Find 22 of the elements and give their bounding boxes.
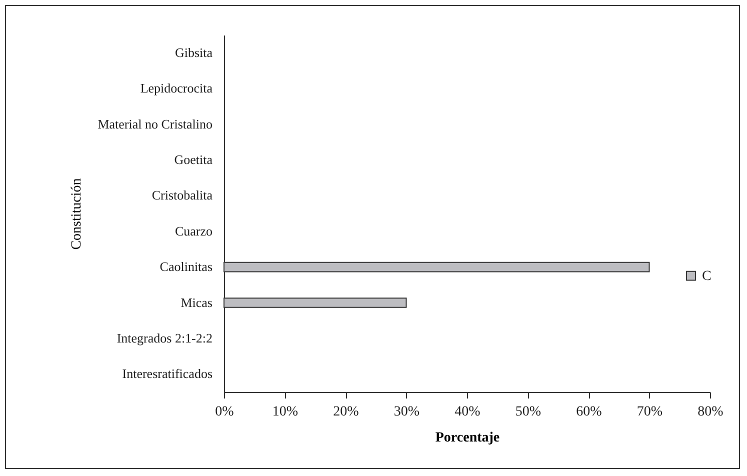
x-tick-label: 70% [636,404,663,420]
legend-label: C [702,268,712,284]
y-tick-label: Goetita [174,152,213,167]
y-tick-label: Cristobalita [152,188,213,203]
x-tick-label: 80% [698,404,724,420]
x-tick-label: 40% [454,404,481,420]
x-tick-label: 50% [515,404,542,420]
x-tick-label: 30% [394,404,420,420]
x-tick-label: 10% [272,404,298,420]
y-tick-label: Gibsita [174,44,213,60]
x-tick-label: 60% [576,404,602,420]
y-tick-label: Interesratificados [122,366,212,382]
y-tick-label: Lepidocrocita [140,80,213,96]
y-tick-label: Cuarzo [174,223,212,238]
x-tick-label: 0% [215,404,234,420]
y-tick-label: Micas [180,294,212,310]
y-tick-label: Caolinitas [160,259,212,274]
x-axis-title: Porcentaje [435,430,500,446]
y-tick-label: Integrados 2:1-2:2 [116,330,212,346]
y-axis-title: Constitución [70,178,85,250]
y-tick-label: Material no Cristalino [98,116,212,132]
x-tick-label: 20% [333,404,360,420]
